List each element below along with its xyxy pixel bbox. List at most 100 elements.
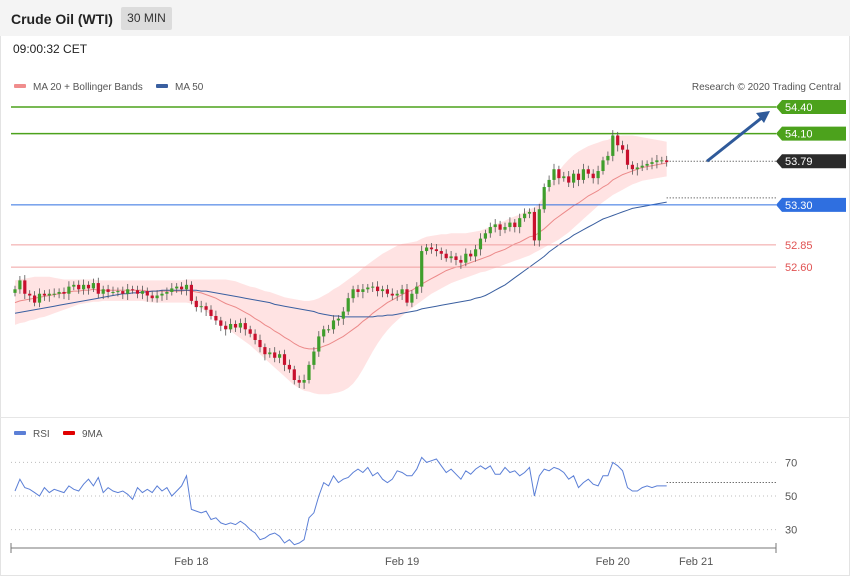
rsi-tick-label: 30: [785, 525, 797, 537]
candle-body: [596, 171, 600, 179]
candle-body: [121, 291, 125, 294]
candle-body: [155, 295, 159, 299]
candle-body: [469, 253, 473, 257]
x-tick-label: Feb 21: [679, 556, 713, 568]
candle-body: [312, 351, 316, 365]
candle-body: [18, 280, 22, 290]
candle-body: [650, 162, 654, 164]
pivot-level-tag: [776, 197, 846, 212]
candle-body: [376, 286, 380, 292]
candle-body: [567, 176, 571, 183]
candle-body: [13, 289, 17, 293]
candle-body: [170, 288, 174, 292]
candle-body: [420, 251, 424, 287]
candle-body: [243, 323, 247, 330]
timeframe-button[interactable]: 30 MIN: [121, 7, 172, 30]
forecast-arrow-head: [756, 111, 770, 123]
candle-body: [434, 249, 438, 252]
candle-body: [126, 289, 130, 294]
candle-body: [346, 298, 350, 312]
candle-body: [116, 291, 120, 293]
candle-body: [23, 280, 27, 294]
candle-body: [307, 364, 311, 380]
candle-body: [464, 253, 468, 263]
candle-body: [630, 164, 634, 170]
rsi-legend: RSI 9MA: [14, 429, 103, 440]
candle-body: [82, 284, 86, 290]
candle-body: [439, 251, 443, 254]
candle-body: [405, 289, 409, 303]
candle-body: [425, 247, 429, 252]
candle-body: [96, 283, 100, 294]
support-level-label: 52.60: [785, 262, 813, 274]
candle-body: [429, 247, 434, 250]
candle-body: [606, 155, 610, 161]
candle-body: [287, 364, 291, 370]
candle-body: [542, 187, 546, 210]
candle-body: [562, 176, 566, 179]
rsi-legend-swatch: [14, 431, 26, 435]
candle-body: [111, 291, 115, 293]
instrument-title: Crude Oil (WTI): [11, 11, 113, 27]
candle-body: [351, 289, 355, 299]
candle-body: [37, 293, 42, 303]
candle-body: [52, 293, 56, 295]
candle-body: [503, 227, 507, 230]
candle-body: [547, 179, 551, 188]
candle-body: [248, 329, 252, 334]
candle-body: [625, 149, 630, 165]
rsi-tick-label: 70: [785, 457, 797, 469]
candle-body: [317, 336, 321, 352]
candle-body: [238, 323, 242, 328]
candle-body: [454, 256, 458, 260]
candle-body: [449, 256, 453, 259]
ma20-line: [14, 162, 667, 350]
ma50-legend-label: MA 50: [175, 82, 204, 93]
candle-body: [219, 320, 223, 326]
candle-body: [189, 284, 193, 301]
candle-body: [214, 315, 218, 321]
x-tick-label: Feb 18: [174, 556, 208, 568]
candle-body: [101, 289, 105, 294]
candle-body: [209, 309, 213, 316]
candle-body: [395, 293, 399, 296]
forecast-arrow: [706, 114, 765, 163]
candle-body: [184, 284, 189, 290]
candle-body: [385, 289, 389, 294]
candle-body: [493, 224, 497, 228]
rsi-tick-label: 50: [785, 491, 797, 503]
rsi-ma-legend-swatch: [63, 431, 75, 435]
candle-body: [273, 352, 277, 358]
candle-body: [601, 160, 605, 172]
panel-divider: [0, 417, 850, 418]
candle-body: [459, 259, 463, 263]
candle-body: [527, 211, 532, 214]
candle-body: [508, 222, 512, 228]
candle-body: [258, 339, 262, 348]
bollinger-legend-swatch: [14, 84, 26, 88]
candle-body: [498, 224, 502, 230]
candle-body: [341, 311, 345, 319]
candle-body: [180, 286, 184, 290]
candle-body: [194, 300, 198, 308]
bollinger-legend-label: MA 20 + Bollinger Bands: [33, 82, 143, 93]
pivot-level-label: 53.30: [785, 200, 813, 212]
rsi-legend-label: RSI: [33, 429, 50, 440]
candle-body: [91, 283, 95, 289]
candle-body: [557, 169, 561, 179]
candle-body: [77, 284, 81, 290]
candle-body: [131, 289, 135, 291]
research-credit: Research © 2020 Trading Central: [692, 82, 841, 93]
candle-body: [33, 295, 37, 303]
candle-body: [292, 369, 296, 380]
candle-body: [229, 323, 233, 330]
candle-body: [523, 213, 527, 219]
candle-body: [175, 286, 179, 289]
candle-body: [410, 293, 414, 303]
resistance-level-tag: [776, 126, 846, 141]
candle-body: [576, 173, 581, 180]
candle-body: [532, 211, 536, 241]
candle-body: [591, 173, 595, 179]
candle-body: [278, 354, 282, 358]
candle-body: [356, 289, 360, 292]
